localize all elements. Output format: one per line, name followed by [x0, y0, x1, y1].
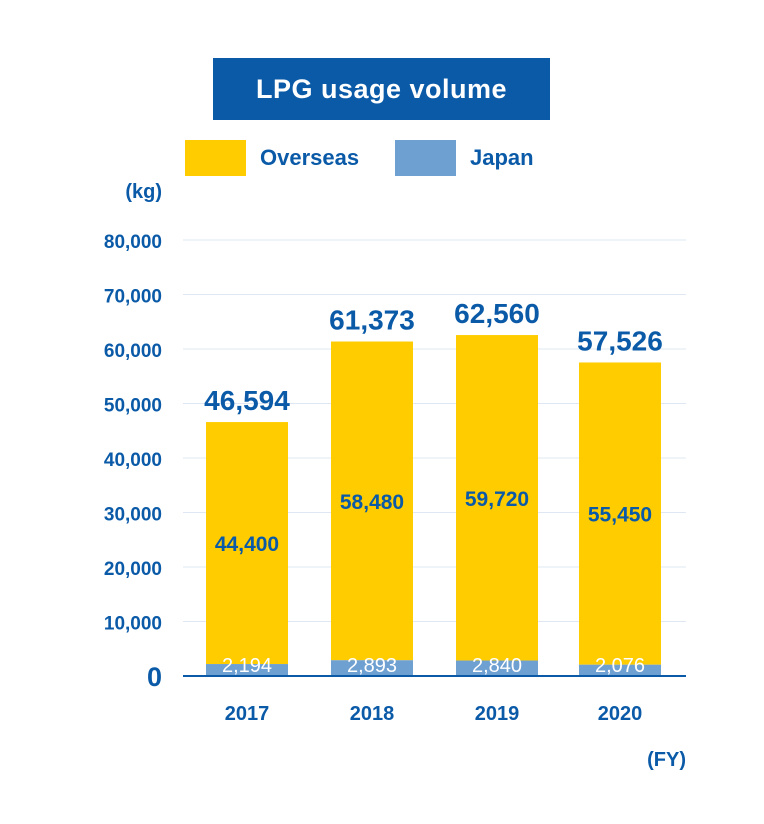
data-label-japan: 2,194 [222, 655, 272, 677]
data-label-japan: 2,076 [595, 655, 645, 677]
y-tick-label: 40,000 [104, 450, 162, 471]
y-tick-label: 70,000 [104, 287, 162, 308]
data-label-overseas: 44,400 [215, 533, 279, 556]
y-tick-label: 0 [147, 662, 162, 692]
legend-label-japan: Japan [470, 145, 534, 170]
bar-japan [206, 664, 288, 676]
y-axis-label: (kg) [125, 181, 162, 203]
y-tick-label: 10,000 [104, 614, 162, 635]
y-tick-label: 80,000 [104, 232, 162, 253]
data-label-total: 46,594 [204, 385, 290, 416]
data-label-overseas: 55,450 [588, 504, 652, 527]
legend-label-overseas: Overseas [260, 145, 360, 170]
data-label-overseas: 58,480 [340, 491, 404, 514]
y-tick-label: 20,000 [104, 559, 162, 580]
bar-japan [456, 660, 538, 676]
data-label-overseas: 59,720 [465, 488, 529, 511]
data-label-total: 57,526 [577, 325, 663, 356]
data-label-japan: 2,893 [347, 655, 397, 677]
x-tick-label: 2020 [598, 703, 643, 725]
legend-swatch-japan [395, 140, 456, 176]
data-label-total: 61,373 [329, 305, 415, 336]
bar-overseas [579, 362, 661, 665]
data-label-total: 62,560 [454, 298, 540, 329]
bar-japan [579, 664, 661, 676]
bar-overseas [331, 341, 413, 661]
x-tick-label: 2019 [475, 703, 520, 725]
chart-title: LPG usage volume [213, 58, 550, 120]
x-tick-label: 2017 [225, 703, 270, 725]
x-axis-label: (FY) [647, 749, 686, 771]
bar-overseas [456, 335, 538, 661]
legend-japan: Japan [395, 140, 534, 176]
y-tick-label: 60,000 [104, 341, 162, 362]
bar-japan [331, 660, 413, 676]
legend-overseas: Overseas [185, 140, 359, 176]
legend-swatch-overseas [185, 140, 246, 176]
y-tick-label: 30,000 [104, 505, 162, 526]
bar-overseas [206, 422, 288, 665]
x-tick-label: 2018 [350, 703, 395, 725]
y-tick-label: 50,000 [104, 396, 162, 417]
data-label-japan: 2,840 [472, 655, 522, 677]
